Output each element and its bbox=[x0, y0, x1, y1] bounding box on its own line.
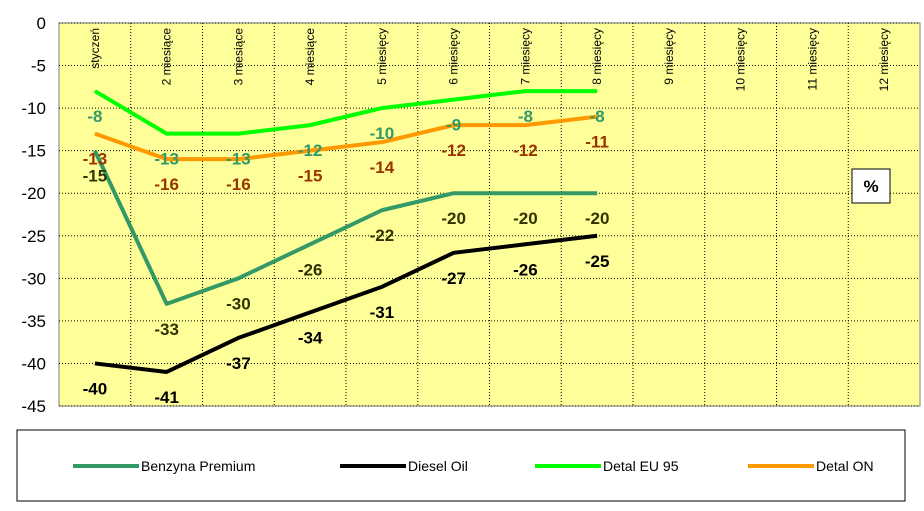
data-label: -13 bbox=[83, 150, 108, 169]
x-category-label: 10 miesięcy bbox=[734, 28, 748, 91]
legend-label: Detal ON bbox=[816, 458, 874, 474]
data-label: -22 bbox=[370, 226, 395, 245]
y-tick-label: -10 bbox=[21, 99, 46, 118]
x-category-label: 6 miesięcy bbox=[447, 28, 461, 85]
data-label: -41 bbox=[154, 388, 179, 407]
series-line bbox=[93, 89, 598, 136]
x-category-label: 7 miesięcy bbox=[518, 28, 532, 85]
data-label: -20 bbox=[585, 209, 610, 228]
data-label: -26 bbox=[298, 260, 323, 279]
legend-label: Diesel Oil bbox=[408, 458, 468, 474]
y-axis-ticks: 0 -5 -10 -15 -20 -25 -30 -35 -40 -45 bbox=[21, 14, 46, 416]
data-labels: -15 -33 -30 -26 -22 -20 -20 -20 -40 -41 -37 -34 -31 -… bbox=[83, 107, 610, 407]
data-label: -13 bbox=[226, 150, 251, 169]
data-label: -30 bbox=[226, 294, 251, 313]
data-label: -10 bbox=[370, 124, 395, 143]
data-label: -20 bbox=[513, 209, 538, 228]
data-label: -40 bbox=[83, 379, 108, 398]
x-category-label: 9 miesięcy bbox=[662, 28, 676, 85]
series-line bbox=[93, 149, 598, 306]
y-tick-label: -40 bbox=[21, 354, 46, 373]
data-label: -8 bbox=[87, 107, 102, 126]
data-label: -12 bbox=[441, 141, 466, 160]
y-tick-label: -25 bbox=[21, 227, 46, 246]
series-lines bbox=[93, 89, 598, 374]
y-tick-label: -20 bbox=[21, 184, 46, 203]
x-category-label: 12 miesięcy bbox=[877, 28, 891, 91]
x-axis-categories: styczeń 2 miesiące 3 miesiące 4 miesiące 5 m… bbox=[88, 28, 891, 92]
x-category-label: 2 miesiące bbox=[160, 28, 174, 86]
y-tick-label: -35 bbox=[21, 312, 46, 331]
data-label: -15 bbox=[298, 167, 323, 186]
data-label: -14 bbox=[370, 158, 395, 177]
data-label: -16 bbox=[226, 175, 251, 194]
data-label: -25 bbox=[585, 252, 610, 271]
x-category-label: 8 miesięcy bbox=[590, 28, 604, 85]
x-category-label: 4 miesiące bbox=[303, 28, 317, 86]
data-label: -27 bbox=[441, 269, 466, 288]
legend: Benzyna Premium Diesel Oil Detal EU 95 Deta… bbox=[73, 458, 874, 474]
data-label: -16 bbox=[154, 175, 179, 194]
data-label: -33 bbox=[154, 320, 179, 339]
data-label: -13 bbox=[154, 150, 179, 169]
series-line bbox=[94, 233, 598, 374]
data-label: -26 bbox=[513, 260, 538, 279]
data-label: -9 bbox=[446, 116, 461, 135]
data-label: -31 bbox=[370, 303, 395, 322]
x-category-label: styczeń bbox=[88, 28, 102, 69]
data-label: -11 bbox=[585, 133, 609, 152]
x-category-label: 11 miesięcy bbox=[805, 28, 819, 90]
data-label: -12 bbox=[298, 141, 323, 160]
grid-lines bbox=[59, 22, 920, 407]
unit-badge: % bbox=[863, 177, 878, 196]
legend-label: Benzyna Premium bbox=[141, 458, 255, 474]
y-tick-label: -5 bbox=[31, 57, 46, 76]
y-tick-label: -45 bbox=[21, 397, 46, 416]
legend-label: Detal EU 95 bbox=[603, 458, 679, 474]
data-label: -12 bbox=[513, 141, 538, 160]
data-label: -8 bbox=[518, 107, 533, 126]
y-tick-label: -30 bbox=[21, 269, 46, 288]
x-category-label: 3 miesiące bbox=[231, 28, 245, 86]
series-line bbox=[94, 114, 598, 162]
x-category-label: 5 miesięcy bbox=[375, 28, 389, 85]
data-label: -15 bbox=[83, 167, 108, 186]
y-tick-label: 0 bbox=[37, 14, 46, 33]
data-label: -20 bbox=[441, 209, 466, 228]
y-tick-label: -15 bbox=[21, 142, 46, 161]
data-label: -37 bbox=[226, 354, 251, 373]
unit-badge-box bbox=[851, 168, 891, 204]
data-label: -34 bbox=[298, 328, 323, 347]
data-label: -8 bbox=[590, 107, 605, 126]
